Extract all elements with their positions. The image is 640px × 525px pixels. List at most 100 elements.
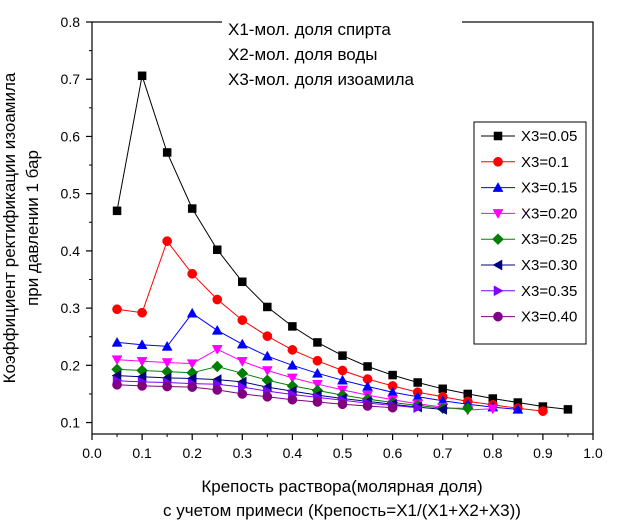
data-point bbox=[312, 367, 323, 378]
data-point bbox=[512, 403, 524, 414]
x-tick-label: 0.3 bbox=[233, 445, 253, 461]
y-tick-label: 0.6 bbox=[61, 128, 81, 144]
legend-label: X3=0.20 bbox=[521, 205, 577, 222]
data-point bbox=[112, 206, 122, 216]
x-tick-label: 0.8 bbox=[483, 445, 503, 461]
data-point bbox=[162, 236, 172, 247]
data-point bbox=[236, 357, 248, 367]
x-tick-label: 1.0 bbox=[583, 445, 603, 461]
legend-label: X3=0.25 bbox=[521, 231, 577, 248]
x-tick-label: 0.0 bbox=[82, 445, 102, 461]
data-point bbox=[186, 359, 198, 370]
data-point bbox=[286, 359, 298, 370]
data-point bbox=[538, 406, 548, 416]
data-point bbox=[362, 380, 373, 391]
x-tick-label: 0.1 bbox=[132, 445, 152, 461]
axis-ticks: 0.0 0.1 0.2 0.3 0.4 0.5 0.6 0.7 0.8 0.9 1.00.10.20… bbox=[61, 14, 603, 461]
legend-item: X3=0.05 bbox=[481, 128, 577, 145]
data-point bbox=[387, 402, 398, 413]
x-tick-label: 0.9 bbox=[533, 445, 553, 461]
y-tick-label: 0.7 bbox=[61, 71, 81, 87]
data-point bbox=[438, 384, 447, 394]
y-tick-label: 0.5 bbox=[61, 186, 81, 202]
annotation-x3: X3-мол. доля изоамила bbox=[228, 70, 415, 89]
data-point bbox=[212, 385, 223, 395]
legend-marker bbox=[493, 156, 503, 167]
data-point bbox=[262, 391, 273, 402]
data-point bbox=[286, 373, 298, 384]
legend-item: X3=0.30 bbox=[481, 257, 577, 274]
data-point bbox=[186, 307, 198, 318]
legend-marker bbox=[492, 209, 504, 219]
data-point bbox=[162, 381, 172, 392]
data-point bbox=[162, 148, 172, 157]
data-point bbox=[112, 379, 122, 390]
data-point bbox=[211, 360, 224, 373]
legend-box bbox=[473, 121, 587, 345]
data-point bbox=[136, 339, 148, 349]
legend-item: X3=0.25 bbox=[481, 231, 577, 248]
data-point bbox=[111, 355, 123, 366]
legend-marker bbox=[493, 311, 503, 322]
data-point bbox=[111, 336, 123, 347]
legend-item: X3=0.35 bbox=[481, 283, 577, 300]
series-1 bbox=[112, 71, 573, 414]
y-tick-label: 0.1 bbox=[61, 415, 81, 431]
data-point bbox=[437, 403, 447, 415]
data-point bbox=[161, 358, 173, 368]
data-point bbox=[563, 405, 573, 414]
data-point bbox=[261, 350, 273, 361]
data-point bbox=[187, 268, 198, 279]
legend-label: X3=0.1 bbox=[521, 154, 569, 171]
x-tick-label: 0.2 bbox=[182, 445, 202, 461]
legend-label: X3=0.05 bbox=[521, 128, 577, 145]
data-point bbox=[362, 401, 373, 411]
data-point bbox=[413, 378, 422, 387]
data-point bbox=[137, 381, 147, 391]
x-tick-label: 0.7 bbox=[433, 445, 453, 461]
data-point bbox=[136, 357, 148, 367]
legend-marker bbox=[492, 259, 503, 271]
data-point bbox=[413, 402, 424, 414]
data-point bbox=[236, 367, 249, 380]
data-point bbox=[313, 338, 322, 347]
data-point bbox=[388, 370, 397, 380]
y-tick-label: 0.2 bbox=[61, 357, 81, 373]
x-tick-label: 0.5 bbox=[333, 445, 353, 461]
data-point bbox=[262, 331, 273, 341]
y-tick-label: 0.3 bbox=[61, 300, 81, 316]
data-point bbox=[338, 351, 347, 360]
legend-label: X3=0.40 bbox=[521, 309, 577, 326]
data-point bbox=[236, 338, 248, 349]
data-point bbox=[337, 365, 348, 376]
legend: X3=0.05 X3=0.1 X3=0.15 X3=0.20 X3=0.25 X3=0.3… bbox=[473, 121, 587, 345]
data-series bbox=[111, 71, 573, 416]
data-point bbox=[312, 355, 323, 366]
y-axis-title-line1: Коэффициент ректификации изоамила bbox=[0, 72, 19, 383]
series-line bbox=[116, 348, 493, 411]
data-point bbox=[187, 204, 197, 213]
data-point bbox=[312, 397, 323, 407]
x-axis-title-line2: с учетом примеси (Крепость=X1/(X1+X2+X3)… bbox=[163, 501, 521, 520]
legend-item: X3=0.40 bbox=[481, 309, 577, 326]
data-point bbox=[212, 294, 223, 305]
data-point bbox=[161, 340, 173, 351]
data-point bbox=[187, 382, 198, 392]
data-point bbox=[211, 324, 223, 335]
legend-label: X3=0.30 bbox=[521, 257, 577, 274]
legend-item: X3=0.1 bbox=[481, 154, 569, 171]
data-point bbox=[213, 245, 222, 254]
data-point bbox=[287, 394, 298, 405]
legend-marker bbox=[493, 285, 504, 297]
data-point bbox=[137, 307, 147, 318]
legend-item: X3=0.15 bbox=[481, 180, 577, 197]
y-tick-label: 0.4 bbox=[61, 243, 81, 259]
legend-marker bbox=[493, 131, 503, 141]
data-point bbox=[263, 302, 272, 312]
data-point bbox=[238, 277, 247, 287]
data-point bbox=[137, 71, 147, 81]
data-point bbox=[211, 345, 223, 355]
data-point bbox=[337, 374, 348, 385]
data-point bbox=[288, 322, 297, 331]
